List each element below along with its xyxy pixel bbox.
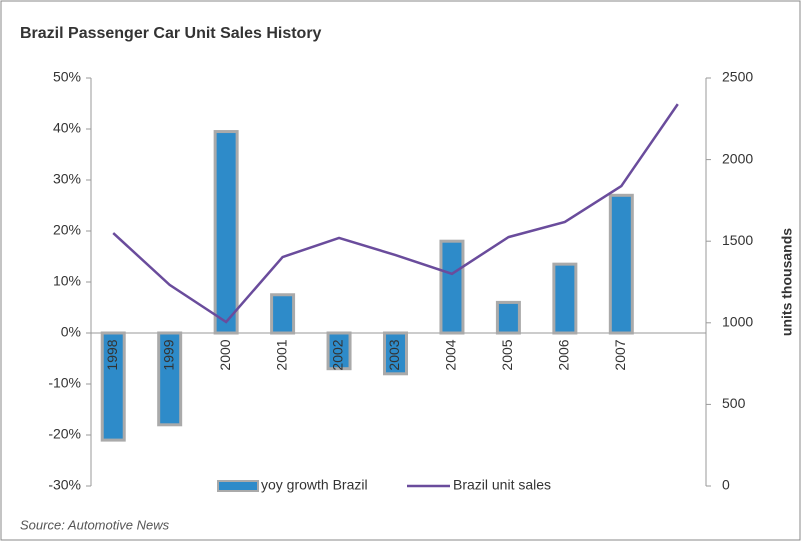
y-tick-label: -30% xyxy=(48,477,81,493)
y-tick-label: 30% xyxy=(53,171,81,187)
source: Source: Automotive News xyxy=(20,517,170,532)
y2-tick-label: 0 xyxy=(722,477,730,493)
y2-tick-label: 1500 xyxy=(722,232,753,248)
bar xyxy=(495,300,521,335)
bar xyxy=(213,130,239,335)
legend-label: yoy growth Brazil xyxy=(261,477,368,493)
y-tick-label: -10% xyxy=(48,375,81,391)
x-tick-label: 2001 xyxy=(273,339,289,370)
x-tick-label: 2007 xyxy=(612,339,628,370)
bar xyxy=(100,331,126,442)
y2-tick-label: 2500 xyxy=(722,69,753,85)
chart-title: Brazil Passenger Car Unit Sales History xyxy=(20,25,322,42)
line xyxy=(112,103,679,324)
bar xyxy=(270,293,296,335)
legend-swatch xyxy=(217,480,259,492)
bar xyxy=(326,331,352,371)
y-tick-label: 40% xyxy=(53,120,81,136)
y2-tick-label: 500 xyxy=(722,395,746,411)
y-tick-label: 20% xyxy=(53,222,81,238)
y-tick-label: -20% xyxy=(48,426,81,442)
y-tick-label: 10% xyxy=(53,273,81,289)
y-tick-label: 0% xyxy=(61,324,81,340)
y2-axis-label: units thousands xyxy=(779,228,795,336)
y2-tick-label: 2000 xyxy=(722,150,753,166)
x-tick-label: 1998 xyxy=(104,339,120,370)
bar xyxy=(608,193,634,335)
x-tick-label: 1999 xyxy=(160,339,176,370)
x-tick-label: 2005 xyxy=(499,339,515,370)
x-tick-label: 2006 xyxy=(556,339,572,370)
bar xyxy=(439,239,465,335)
legend-label: Brazil unit sales xyxy=(453,477,551,493)
y2-tick-label: 1000 xyxy=(722,314,753,330)
x-tick-label: 2002 xyxy=(330,339,346,370)
x-tick-label: 2000 xyxy=(217,339,233,370)
x-tick-label: 2003 xyxy=(386,339,402,370)
x-tick-label: 2004 xyxy=(443,339,459,370)
bar xyxy=(157,331,183,427)
y-tick-label: 50% xyxy=(53,69,81,85)
bar xyxy=(383,331,408,376)
bar xyxy=(552,262,578,335)
